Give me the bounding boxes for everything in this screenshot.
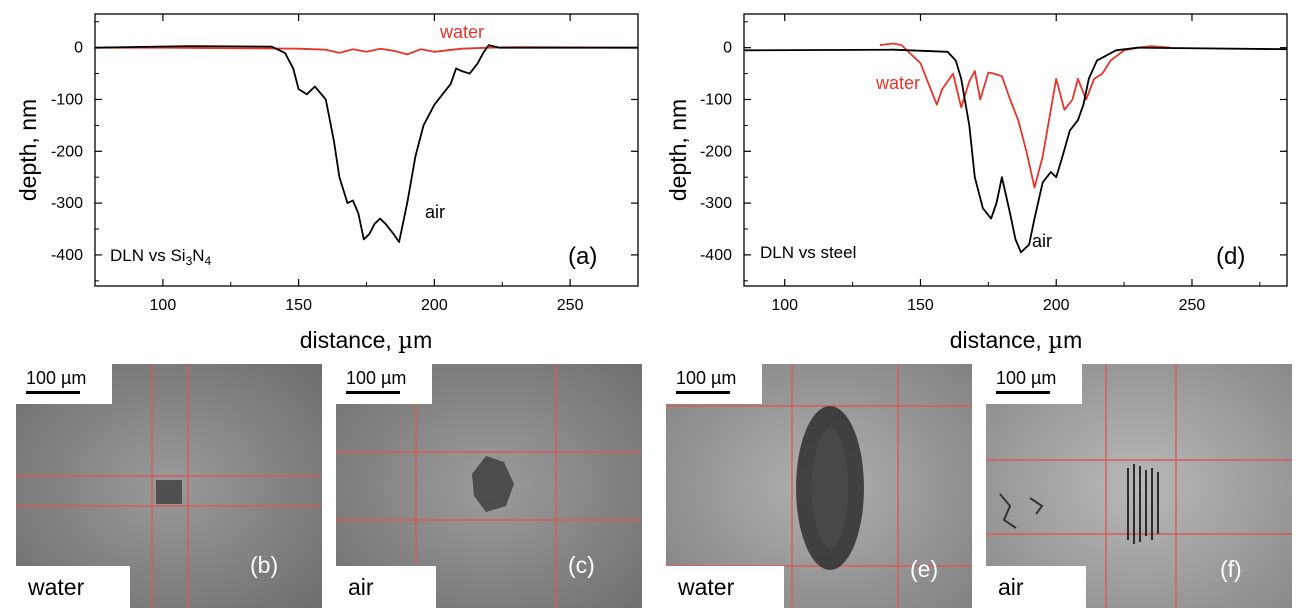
y-axis-label: depth, nm xyxy=(665,99,691,201)
x-tick-label: 250 xyxy=(557,297,584,314)
panel-label-b: (b) xyxy=(250,552,279,578)
panel-label-d: (d) xyxy=(1216,243,1245,270)
series-label-water: water xyxy=(439,22,484,42)
micrograph-f: 100 µm air (f) xyxy=(986,364,1292,608)
condition-label: air xyxy=(336,566,436,608)
series-line-air xyxy=(743,46,1288,254)
panel-label-f: (f) xyxy=(1220,556,1242,582)
x-axis-label: distance, µm xyxy=(950,327,1083,354)
y-tick-label: 0 xyxy=(74,40,83,57)
scale-bar: 100 µm xyxy=(986,364,1082,404)
y-tick-label: -200 xyxy=(700,143,732,160)
micrograph-c: 100 µm air (c) xyxy=(336,364,642,608)
condition-label: water xyxy=(16,566,130,608)
scale-bar: 100 µm xyxy=(336,364,432,404)
depth-profile-chart-d: depth, nm distance, µm DLN vs steel (d) … xyxy=(665,13,1288,354)
micrograph-b: 100 µm water (b) xyxy=(16,364,322,608)
plot-frame xyxy=(743,13,1288,287)
micrograph-e: 100 µm water (e) xyxy=(666,364,972,608)
y-axis-label: depth, nm xyxy=(15,99,41,201)
comparison-annotation: DLN vs steel xyxy=(760,243,856,262)
x-axis-label: distance, µm xyxy=(300,327,433,354)
series-label-water: water xyxy=(875,73,920,93)
x-tick-label: 150 xyxy=(285,297,312,314)
x-tick-label: 100 xyxy=(771,297,798,314)
condition-label: air xyxy=(986,566,1086,608)
x-tick-label: 200 xyxy=(1043,297,1070,314)
x-tick-label: 150 xyxy=(907,297,934,314)
panel-label-c: (c) xyxy=(568,552,595,578)
y-tick-label: -400 xyxy=(51,247,83,264)
x-tick-label: 200 xyxy=(421,297,448,314)
comparison-annotation: DLN vs Si3N4 xyxy=(110,246,212,268)
series-label-air: air xyxy=(425,202,445,222)
panel-label-e: (e) xyxy=(910,556,939,582)
x-tick-label: 250 xyxy=(1179,297,1206,314)
scale-bar: 100 µm xyxy=(16,364,112,404)
scale-bar: 100 µm xyxy=(666,364,762,404)
depth-profile-chart-a: depth, nm distance, µm DLN vs Si3N4 (a) … xyxy=(15,13,639,354)
y-tick-label: 0 xyxy=(723,40,732,57)
y-tick-label: -300 xyxy=(51,195,83,212)
panel-label-a: (a) xyxy=(568,243,597,270)
y-tick-label: -200 xyxy=(51,143,83,160)
x-tick-label: 100 xyxy=(150,297,177,314)
series-label-air: air xyxy=(1032,231,1052,251)
series-line-water xyxy=(879,42,1171,189)
y-tick-label: -100 xyxy=(51,91,83,108)
y-tick-label: -400 xyxy=(700,247,732,264)
series-line-air xyxy=(94,44,638,243)
y-tick-label: -100 xyxy=(700,91,732,108)
condition-label: water xyxy=(666,566,784,608)
y-tick-label: -300 xyxy=(700,195,732,212)
